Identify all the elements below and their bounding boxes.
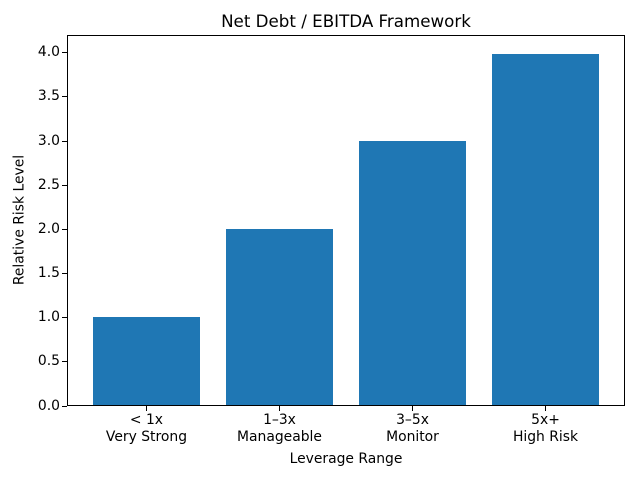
bar-3 [492, 53, 599, 405]
x-tick-mark [412, 406, 413, 411]
x-tick-label: 1–3x Manageable [237, 412, 322, 445]
y-tick-mark [62, 361, 67, 363]
x-tick-label: 5x+ High Risk [512, 412, 579, 445]
x-axis-label: Leverage Range [289, 451, 403, 467]
y-tick-label: 4.0 [37, 44, 60, 61]
y-tick-label: 3.0 [37, 132, 60, 149]
x-tick-label: < 1x Very Strong [105, 412, 188, 445]
y-tick-mark [62, 96, 67, 98]
y-tick-label: 1.0 [37, 309, 60, 326]
y-tick-mark [62, 52, 67, 54]
y-tick-mark [62, 317, 67, 319]
y-tick-mark [62, 140, 67, 142]
y-tick-mark [62, 228, 67, 230]
y-tick-label: 3.5 [37, 88, 60, 105]
chart-title: Net Debt / EBITDA Framework [221, 11, 471, 31]
y-tick-label: 0.5 [37, 353, 60, 370]
y-tick-label: 1.5 [37, 265, 60, 281]
y-tick-label: 2.5 [37, 176, 60, 193]
x-tick-mark [545, 406, 547, 411]
y-tick-label: 2.0 [37, 220, 60, 237]
bar-0 [93, 317, 200, 405]
x-tick-mark [278, 406, 280, 411]
x-tick-label: 3–5x Monitor [386, 412, 439, 445]
y-tick-label: 0.0 [37, 397, 60, 414]
x-tick-mark [145, 406, 147, 411]
bar-1 [226, 229, 333, 405]
y-tick-mark [62, 405, 67, 407]
plot-area [67, 35, 625, 406]
y-tick-mark [62, 273, 67, 274]
y-tick-mark [62, 184, 67, 186]
bar-2 [359, 141, 466, 405]
